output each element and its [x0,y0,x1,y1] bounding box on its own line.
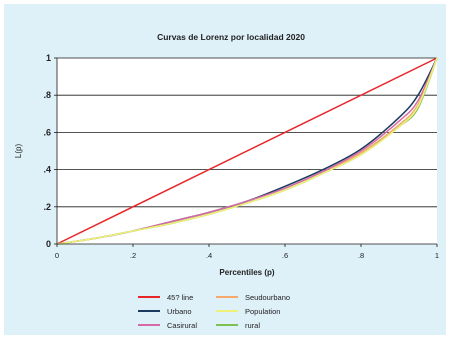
x-axis-label: Percentiles (p) [219,268,274,277]
x-tick-labels: 0 .2 .4 .6 .8 1 [55,244,439,260]
y-tick-label: .8 [43,90,51,100]
y-tick-label: .6 [43,127,51,137]
legend: 45? line Urbano Casirural Seudourbano Popula… [138,293,290,330]
series-line-45-line [56,57,438,245]
legend-label-45-line: 45? line [167,293,193,302]
chart-title: Curvas de Lorenz por localidad 2020 [157,32,305,42]
x-tick-label: .2 [130,251,136,260]
x-tick-label: .4 [206,251,212,260]
series-line-population [56,57,438,245]
legend-label-population: Population [245,307,280,316]
grid-lines [57,57,437,208]
legend-label-rural: rural [245,321,260,330]
y-tick-label: .2 [43,202,51,212]
y-axis-label: L(p) [14,144,23,159]
legend-label-seudourbano: Seudourbano [245,293,290,302]
series-layer [56,57,438,245]
axes [56,58,437,245]
y-tick-label: .4 [43,165,51,175]
y-tick-labels: 0 .2 .4 .6 .8 1 [43,53,57,249]
y-tick-label: 0 [46,239,51,249]
x-tick-label: 0 [55,251,59,260]
plot-area [56,57,438,245]
x-tick-label: .6 [282,251,288,260]
legend-label-casirural: Casirural [167,321,197,330]
y-tick-label: 1 [46,53,51,63]
x-tick-label: 1 [435,251,439,260]
legend-label-urbano: Urbano [167,307,192,316]
x-tick-label: .8 [358,251,364,260]
